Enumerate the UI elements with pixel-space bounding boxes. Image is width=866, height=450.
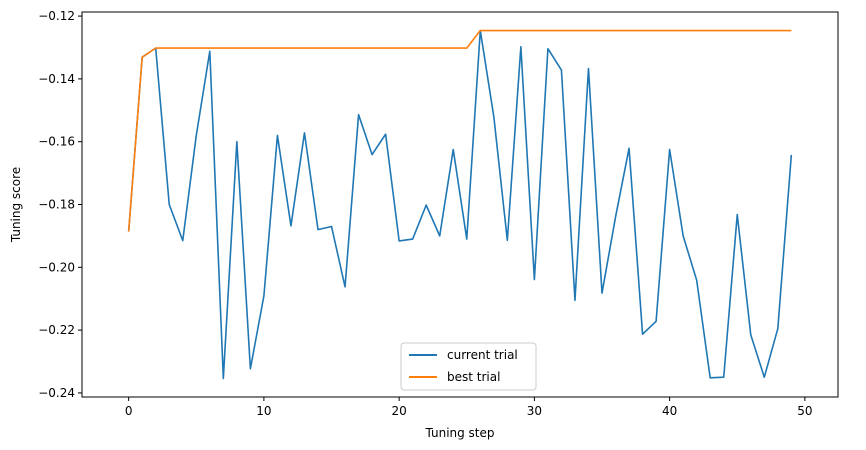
y-axis-label: Tuning score (9, 167, 23, 243)
legend: current trial best trial (400, 342, 537, 391)
legend-entry-current-trial: current trial (447, 348, 518, 362)
x-tick-label: 40 (662, 404, 677, 418)
y-axis: −0.24 −0.22 −0.20 −0.18 −0.16 −0.14 −0.12 (38, 9, 82, 400)
y-tick-label: −0.24 (38, 386, 75, 400)
series-line-current-trial (127, 29, 793, 380)
x-tick-label: 30 (527, 404, 542, 418)
y-tick-label: −0.22 (38, 323, 75, 337)
y-tick-label: −0.14 (38, 72, 75, 86)
plot-lines (127, 29, 793, 380)
x-tick-label: 50 (797, 404, 812, 418)
x-axis-label: Tuning step (424, 426, 494, 440)
y-tick-label: −0.20 (38, 260, 75, 274)
series-line-best-trial (127, 29, 792, 232)
x-tick-label: 10 (256, 404, 271, 418)
y-tick-label: −0.18 (38, 198, 75, 212)
x-tick-label: 20 (392, 404, 407, 418)
plot-frame (81, 11, 839, 398)
x-tick-label: 0 (125, 404, 133, 418)
x-axis: 0 10 20 30 40 50 (125, 397, 813, 418)
legend-entry-best-trial: best trial (447, 370, 500, 384)
y-tick-label: −0.16 (38, 135, 75, 149)
y-tick-label: −0.12 (38, 9, 75, 23)
